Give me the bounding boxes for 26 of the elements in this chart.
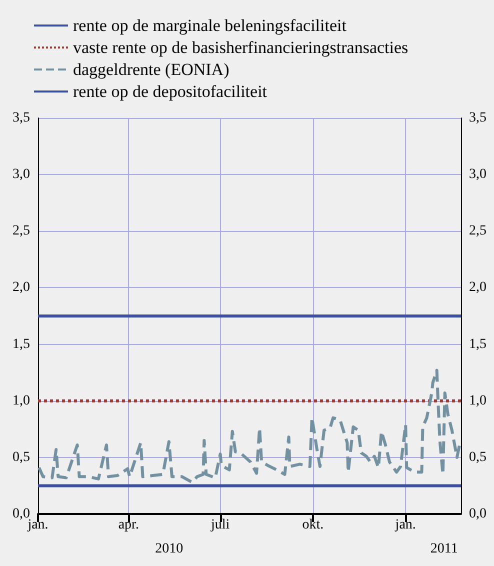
y-tick-label: 1,5 [12,336,30,352]
x-tick-label: jan. [394,518,416,532]
y2-tick-label: 0,5 [469,450,486,465]
legend-label: vaste rente op de basisherfinancieringstransacties [73,38,408,57]
x-tick-label: juli [210,518,230,532]
y2-tick-label: 0,0 [469,506,486,522]
x-tick-label: okt. [302,518,324,532]
y2-tick-label: 1,0 [469,393,486,408]
y2-tick-label: 2,5 [469,224,486,239]
y-tick-label: 2,0 [12,280,30,296]
y2-tick-label: 3,0 [469,167,486,182]
x-tick-label: apr. [118,518,139,532]
y-tick-label: 1,0 [12,393,30,408]
legend-label: rente op de marginale beleningsfaciliteit [73,16,347,35]
y2-tick-label: 3,5 [469,110,486,126]
y2-tick-label: 2,0 [469,280,486,296]
y-tick-label: 3,0 [12,167,30,182]
legend-label: daggeldrente (EONIA) [73,60,230,79]
y-tick-label: 2,5 [12,224,30,239]
y-tick-label: 3,5 [12,110,30,126]
line-series [38,368,462,484]
text: 2010 [155,542,184,556]
y2-tick-label: 1,5 [469,336,486,352]
y-tick-label: 0,5 [12,450,30,465]
text: 2011 [430,542,458,556]
legend-label: rente op de depositofaciliteit [73,82,268,101]
